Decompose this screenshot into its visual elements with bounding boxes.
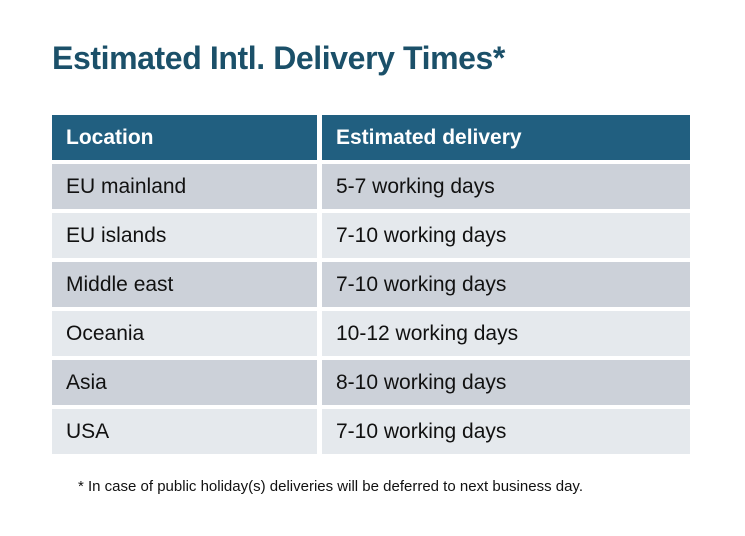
table-row: USA 7-10 working days (52, 409, 690, 454)
cell-delivery: 7-10 working days (322, 262, 690, 307)
table-row: EU mainland 5-7 working days (52, 164, 690, 209)
column-header-estimated-delivery: Estimated delivery (322, 115, 690, 160)
column-header-location: Location (52, 115, 317, 160)
table-row: Asia 8-10 working days (52, 360, 690, 405)
cell-location: Asia (52, 360, 317, 405)
cell-delivery: 5-7 working days (322, 164, 690, 209)
cell-location: EU mainland (52, 164, 317, 209)
page-title: Estimated Intl. Delivery Times* (52, 40, 505, 76)
table-row: EU islands 7-10 working days (52, 213, 690, 258)
table-row: Oceania 10-12 working days (52, 311, 690, 356)
cell-delivery: 7-10 working days (322, 213, 690, 258)
cell-delivery: 7-10 working days (322, 409, 690, 454)
cell-location: USA (52, 409, 317, 454)
cell-location: Oceania (52, 311, 317, 356)
cell-location: Middle east (52, 262, 317, 307)
table-row: Middle east 7-10 working days (52, 262, 690, 307)
delivery-times-table: Location Estimated delivery EU mainland … (52, 115, 690, 454)
cell-delivery: 8-10 working days (322, 360, 690, 405)
cell-delivery: 10-12 working days (322, 311, 690, 356)
footnote: * In case of public holiday(s) deliverie… (78, 478, 583, 495)
cell-location: EU islands (52, 213, 317, 258)
table-header-row: Location Estimated delivery (52, 115, 690, 160)
